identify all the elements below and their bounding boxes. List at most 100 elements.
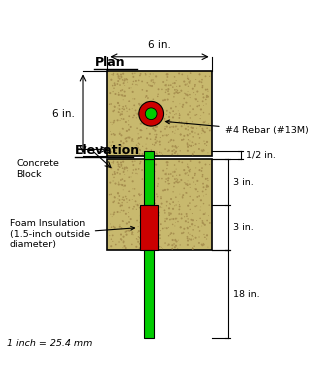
Point [200, 172, 205, 178]
Point [171, 241, 177, 247]
Point [119, 132, 124, 139]
Point [185, 178, 191, 184]
Point [120, 165, 125, 171]
Point [193, 92, 198, 98]
Point [166, 86, 171, 92]
Point [178, 148, 183, 154]
Point [163, 89, 168, 96]
Bar [144, 250, 154, 338]
Point [120, 159, 126, 165]
Point [202, 234, 207, 240]
Point [163, 87, 169, 93]
Point [167, 124, 173, 130]
Point [190, 197, 196, 203]
Point [117, 209, 123, 215]
Point [188, 158, 193, 164]
Point [136, 77, 141, 84]
Point [183, 92, 189, 98]
Point [162, 146, 168, 152]
Point [109, 131, 114, 137]
Point [109, 71, 115, 77]
Point [145, 168, 150, 175]
Point [175, 179, 181, 185]
Point [148, 244, 154, 250]
Point [172, 74, 177, 80]
Point [162, 116, 167, 122]
Point [167, 216, 173, 223]
Point [178, 242, 183, 248]
Point [155, 205, 160, 211]
Point [195, 178, 200, 184]
Point [204, 232, 210, 238]
Point [179, 123, 184, 129]
Point [111, 158, 116, 164]
Point [160, 79, 166, 85]
Point [140, 167, 145, 173]
Point [152, 81, 157, 87]
Point [176, 237, 181, 243]
Point [162, 187, 168, 193]
Point [130, 186, 136, 192]
Point [120, 87, 125, 93]
Point [124, 108, 130, 115]
Point [148, 82, 153, 89]
Point [192, 171, 198, 177]
Point [177, 204, 182, 210]
Point [109, 142, 114, 149]
Point [173, 149, 179, 155]
Point [126, 188, 132, 195]
Point [128, 124, 133, 130]
Point [120, 77, 125, 83]
Point [118, 236, 123, 242]
Point [186, 83, 191, 89]
Point [175, 177, 180, 183]
Point [117, 224, 122, 230]
Circle shape [139, 101, 164, 126]
Point [143, 158, 148, 164]
Point [204, 94, 209, 100]
Point [144, 240, 149, 246]
Point [177, 70, 182, 77]
Point [151, 109, 156, 115]
Point [153, 220, 158, 226]
Point [156, 118, 162, 124]
Point [125, 165, 130, 171]
Point [112, 104, 117, 110]
Point [125, 228, 131, 234]
Point [151, 126, 157, 132]
Point [178, 224, 183, 230]
Point [122, 164, 127, 170]
Point [189, 217, 194, 223]
Point [201, 110, 206, 116]
Point [182, 122, 187, 128]
Point [154, 151, 159, 157]
Point [121, 93, 126, 99]
Point [137, 192, 143, 199]
Point [165, 187, 170, 193]
Point [148, 76, 154, 82]
Point [177, 119, 182, 125]
Point [191, 243, 197, 249]
Point [205, 150, 211, 156]
Point [154, 191, 159, 197]
Point [135, 136, 141, 142]
Point [112, 80, 117, 86]
Point [135, 229, 141, 235]
Point [152, 106, 158, 113]
Point [147, 223, 152, 229]
Point [180, 103, 185, 110]
Point [123, 245, 128, 251]
Point [142, 121, 147, 127]
Point [121, 80, 126, 86]
Point [127, 98, 132, 104]
Point [190, 175, 195, 181]
Point [200, 218, 205, 224]
Point [170, 151, 175, 158]
Point [201, 193, 206, 199]
Point [170, 245, 175, 252]
Point [172, 162, 177, 168]
Point [154, 138, 160, 144]
Point [179, 88, 184, 94]
Point [140, 143, 145, 149]
Point [127, 85, 132, 91]
